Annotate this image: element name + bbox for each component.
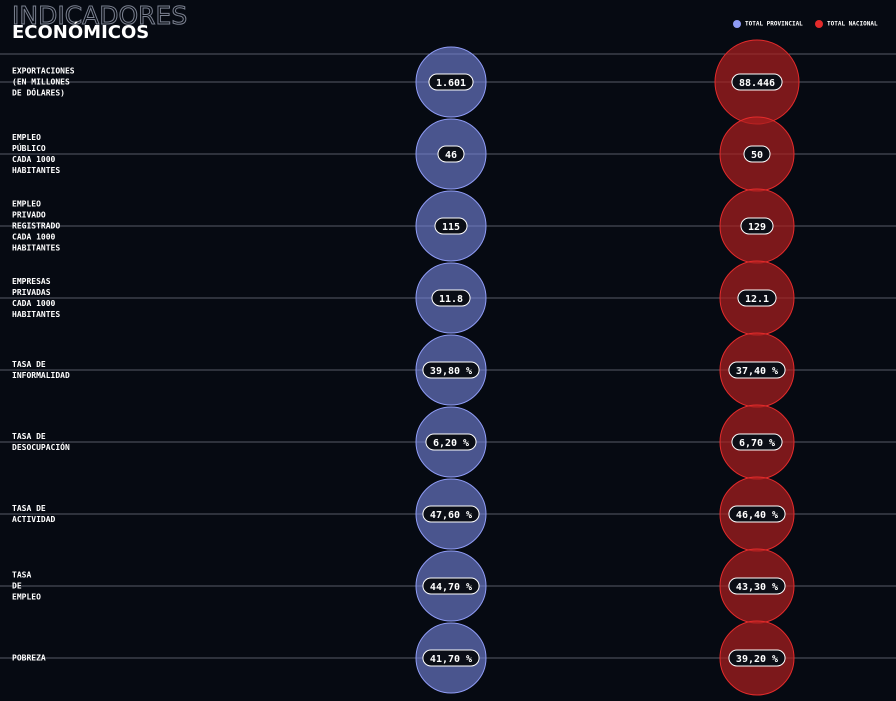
value-label: 39,20 % [736, 654, 778, 665]
row-label: CADA 1000 [12, 155, 56, 164]
value-label: 41,70 % [430, 654, 472, 665]
row-label: ACTIVIDAD [12, 515, 56, 524]
value-pill [422, 649, 480, 667]
legend-label: TOTAL PROVINCIAL [745, 21, 803, 28]
row-label: HABITANTES [12, 166, 60, 175]
value-label: 46 [445, 150, 457, 161]
row-label: HABITANTES [12, 310, 60, 319]
legend-dot [815, 20, 823, 28]
row-label: PRIVADAS [12, 288, 51, 297]
row-label: TASA DE [12, 360, 46, 369]
row-label: EMPLEO [12, 593, 41, 602]
value-pill [728, 577, 786, 595]
row-label: EMPLEO [12, 133, 41, 142]
row-label: INFORMALIDAD [12, 371, 70, 380]
row-label: EXPORTACIONES [12, 67, 75, 76]
value-label: 39,80 % [430, 366, 472, 377]
row-label: TASA DE [12, 432, 46, 441]
value-label: 115 [442, 222, 460, 233]
value-pill [425, 433, 477, 451]
value-pill [737, 289, 777, 307]
value-label: 1.601 [436, 78, 466, 89]
row-label: (EN MILLONES [12, 78, 70, 87]
row-label: REGISTRADO [12, 222, 60, 231]
value-label: 88.446 [739, 78, 775, 89]
value-pill [731, 433, 783, 451]
value-pill [428, 73, 474, 91]
value-label: 44,70 % [430, 582, 472, 593]
value-pill [422, 577, 480, 595]
value-pill [422, 505, 480, 523]
row-label: CADA 1000 [12, 233, 56, 242]
outline-title: INDICADORES [12, 1, 187, 30]
row-label: POBREZA [12, 654, 46, 663]
value-label: 129 [748, 222, 766, 233]
row-label: HABITANTES [12, 244, 60, 253]
value-pill [728, 649, 786, 667]
value-label: 12.1 [745, 294, 769, 305]
row-label: DESOCUPACIÓN [12, 441, 70, 452]
row-label: TASA [12, 571, 31, 580]
value-label: 43,30 % [736, 582, 778, 593]
row-label: PRIVADO [12, 211, 46, 220]
value-label: 37,40 % [736, 366, 778, 377]
row-label: DE [12, 582, 22, 591]
row-label: TASA DE [12, 504, 46, 513]
value-label: 47,60 % [430, 510, 472, 521]
value-label: 11.8 [439, 294, 463, 305]
value-pill [431, 289, 471, 307]
legend-label: TOTAL NACIONAL [827, 21, 878, 28]
row-label: CADA 1000 [12, 299, 56, 308]
row-label: EMPLEO [12, 200, 41, 209]
row-label: EMPRESAS [12, 277, 51, 286]
value-pill [434, 217, 468, 235]
value-pill [743, 145, 771, 163]
value-label: 50 [751, 150, 763, 161]
value-pill [728, 361, 786, 379]
value-label: 6,20 % [433, 438, 469, 449]
row-label: PÚBLICO [12, 142, 46, 153]
title: ECONÓMICOS [12, 21, 149, 43]
value-label: 46,40 % [736, 510, 778, 521]
value-pill [422, 361, 480, 379]
value-pill [731, 73, 783, 91]
value-pill [740, 217, 774, 235]
legend-dot [733, 20, 741, 28]
row-label: DE DÓLARES) [12, 87, 65, 98]
value-pill [728, 505, 786, 523]
value-label: 6,70 % [739, 438, 775, 449]
value-pill [437, 145, 465, 163]
